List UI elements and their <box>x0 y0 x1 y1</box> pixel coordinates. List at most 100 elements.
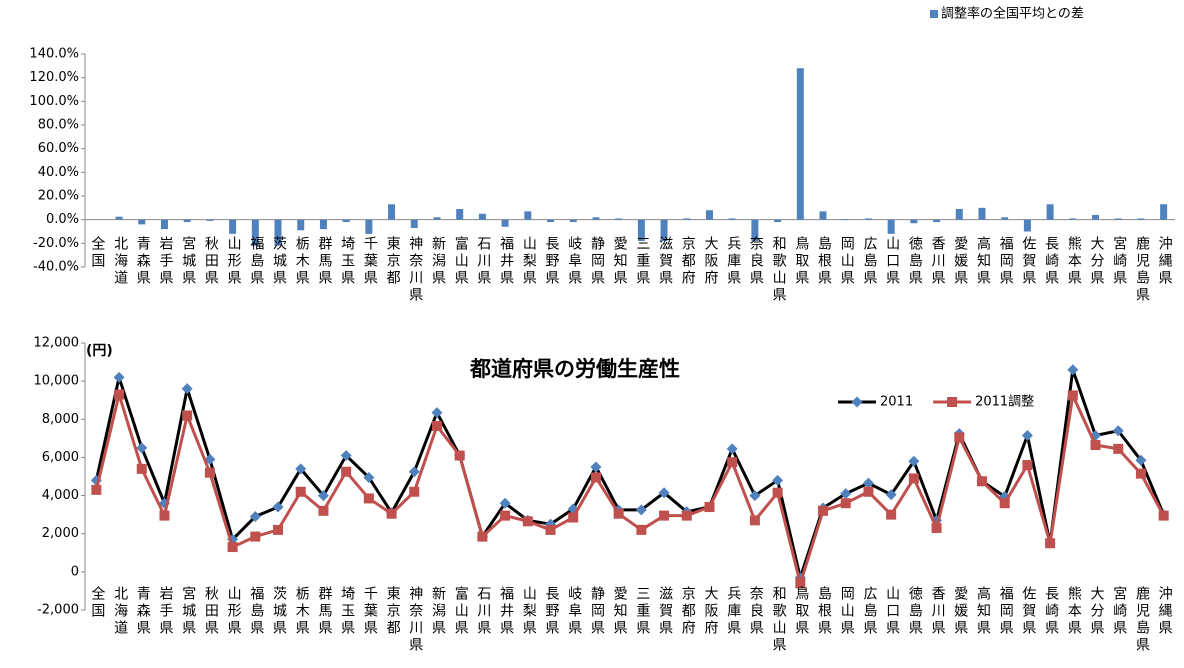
marker <box>431 420 442 431</box>
x-tick-label: 宮城県 <box>180 586 197 637</box>
x-tick-label: 岐阜県 <box>566 586 583 637</box>
x-tick-label: 大阪府 <box>702 236 719 287</box>
bar <box>410 219 418 228</box>
marker <box>295 463 307 475</box>
x-tick-label: 高知県 <box>974 236 991 287</box>
marker <box>1045 538 1056 549</box>
x-tick-label: 東京都 <box>384 586 401 637</box>
legend-label: 調整率の全国平均との差 <box>941 6 1084 22</box>
bar <box>183 219 191 223</box>
x-tick-label: 滋賀県 <box>657 586 674 637</box>
x-tick-label: 和歌山県 <box>770 236 787 304</box>
bar <box>751 219 759 241</box>
x-tick-label: 福井県 <box>498 236 515 287</box>
x-tick-label: 山口県 <box>884 236 901 287</box>
y-tick-label: -2,000 <box>37 603 79 618</box>
x-tick-label: 千葉県 <box>361 586 378 637</box>
y-tick-label: 100.0% <box>29 94 79 109</box>
x-tick-label: 富山県 <box>452 236 469 287</box>
bar <box>229 219 237 234</box>
marker <box>1022 460 1033 471</box>
marker <box>567 503 579 515</box>
x-tick-label: 京都府 <box>679 236 696 287</box>
x-tick-label: 長野県 <box>543 586 560 637</box>
bar <box>796 68 804 220</box>
x-tick-label: 石川県 <box>475 236 492 287</box>
marker <box>204 467 215 478</box>
marker <box>908 455 920 467</box>
y-tick-label: 6,000 <box>42 450 79 465</box>
marker <box>318 505 329 516</box>
marker <box>976 476 987 487</box>
bar <box>433 217 441 220</box>
y-tick-label: 40.0% <box>38 165 79 180</box>
x-tick-label: 大分県 <box>1088 586 1105 637</box>
y-tick-label: 120.0% <box>29 70 79 85</box>
marker <box>772 487 783 498</box>
y-tick-label: 2,000 <box>42 526 79 541</box>
x-tick-label: 秋田県 <box>202 236 219 287</box>
marker <box>272 501 284 513</box>
x-tick-label: 岐阜県 <box>566 236 583 287</box>
x-tick-label: 東京都 <box>384 236 401 287</box>
x-tick-label: 新潟県 <box>429 236 446 287</box>
x-tick-label: 栃木県 <box>293 586 310 637</box>
x-tick-label: 新潟県 <box>429 586 446 637</box>
bar <box>955 209 963 220</box>
x-tick-label: 奈良県 <box>747 236 764 287</box>
marker <box>749 490 761 502</box>
x-tick-label: 滋賀県 <box>657 236 674 287</box>
marker <box>704 502 715 513</box>
bar <box>274 219 282 246</box>
x-tick-label: 山梨県 <box>520 586 537 637</box>
x-tick-label: 神奈川県 <box>407 586 424 654</box>
x-tick-label: 埼玉県 <box>339 236 356 287</box>
x-tick-label: 兵庫県 <box>725 586 742 637</box>
x-tick-label: 徳島県 <box>906 236 923 287</box>
x-tick-label: 茨城県 <box>271 586 288 637</box>
x-tick-label: 熊本県 <box>1065 586 1082 637</box>
legend-swatch <box>930 10 938 18</box>
bar <box>569 219 577 223</box>
x-tick-label: 宮崎県 <box>1111 236 1128 287</box>
marker <box>681 510 692 521</box>
marker <box>1135 468 1146 479</box>
bar <box>478 213 486 220</box>
bar <box>160 219 168 230</box>
x-tick-label: 広島県 <box>861 586 878 637</box>
marker <box>1090 440 1101 451</box>
bar <box>728 218 736 220</box>
x-tick-label: 群馬県 <box>316 586 333 637</box>
bar <box>819 211 827 220</box>
marker <box>182 410 193 421</box>
x-tick-label: 秋田県 <box>202 586 219 637</box>
x-tick-label: 愛媛県 <box>952 586 969 637</box>
marker <box>885 489 897 501</box>
marker <box>1112 425 1124 437</box>
x-tick-label: 千葉県 <box>361 236 378 287</box>
x-tick-label: 愛媛県 <box>952 236 969 287</box>
marker <box>499 497 511 509</box>
x-tick-label: 北海道 <box>112 586 129 637</box>
marker <box>947 397 958 407</box>
bar <box>910 219 918 224</box>
x-tick-label: 沖縄県 <box>1156 236 1173 287</box>
marker <box>1021 429 1033 441</box>
x-tick-label: 群馬県 <box>316 236 333 287</box>
x-tick-label: 京都府 <box>679 586 696 637</box>
marker <box>317 490 329 502</box>
x-tick-label: 兵庫県 <box>725 236 742 287</box>
marker <box>851 396 863 408</box>
marker <box>590 461 602 473</box>
bar <box>115 216 123 220</box>
marker <box>477 531 488 542</box>
marker <box>181 383 193 395</box>
bar <box>1069 218 1077 220</box>
marker <box>862 477 874 489</box>
marker <box>454 450 465 461</box>
bar <box>297 219 305 231</box>
x-tick-label: 岩手県 <box>157 236 174 287</box>
y-tick-label: -20.0% <box>33 236 79 251</box>
x-tick-label: 宮城県 <box>180 236 197 287</box>
